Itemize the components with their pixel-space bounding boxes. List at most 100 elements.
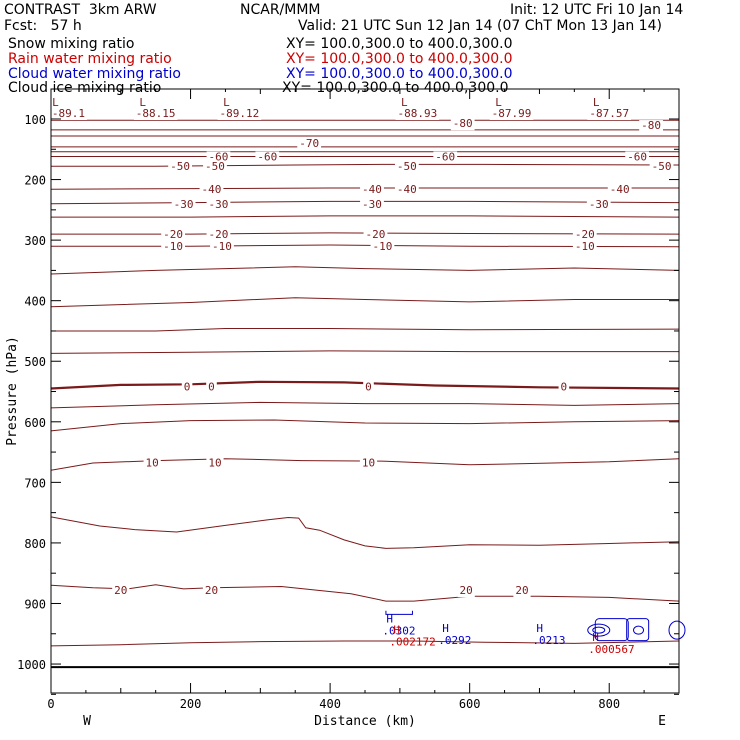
isotherm-line-11 [51,244,680,248]
isotherm-line-18 [50,419,680,432]
isotherm-label-10-1: 10 [208,456,221,469]
x-tick-label-0: 0 [47,697,54,711]
isotherm-label--20-0: -20 [163,228,183,241]
minimum-label-4: -87.99 [492,107,532,120]
minimum-label-4-bg [489,108,534,120]
x-tick-label-4: 800 [598,697,620,711]
valid-time: Valid: 21 UTC Sun 12 Jan 14 (07 ChT Mon … [298,18,662,34]
isotherm-line-6 [51,163,680,167]
minimum-label-5: -87.57 [589,107,629,120]
isotherm-label-0-2-bg [363,381,374,394]
title-center: NCAR/MMM [240,2,321,18]
isotherm-label--40-3: -40 [610,183,630,196]
minimum-label-1: -88.15 [136,107,176,120]
minimum-marker-2: L [223,96,230,109]
isotherm-line-21 [50,584,680,602]
isotherm-line-8 [50,200,680,205]
upper-label-0-bg [450,118,475,131]
isotherm-label--30-1: -30 [209,198,229,211]
isotherm-line-10 [51,232,680,235]
x-end-label-west: W [83,714,91,729]
y-tick-label-1: 200 [24,174,46,188]
isotherm-label-20-3-bg [513,585,531,598]
y-tick-label-2: 300 [24,234,46,248]
isotherm-label-20-1-bg [202,585,221,598]
cloud-contour-4 [633,625,645,635]
isotherm-label-20-0-bg [112,585,130,598]
isotherm-label--10-0: -10 [163,240,183,253]
minimum-marker-3: L [401,96,408,109]
isotherm-label--10-0-bg [161,241,186,254]
isotherm-label-0-0: 0 [184,381,191,394]
isotherm-label--20-0-bg [161,229,186,242]
y-tick-label-0: 100 [24,113,46,127]
isotherm-line-9 [51,215,680,218]
isotherm-line-13 [50,297,679,308]
isotherm-label--40-1: -40 [362,183,382,196]
isotherm-label--50-1-bg [203,161,227,174]
isotherm-label--20-3: -20 [575,228,595,241]
isotherm-line-17 [50,401,680,409]
maximum-value-1: .002172 [389,636,435,649]
isotherm-label--10-1-bg [210,241,234,254]
isotherm-label--50-0: -50 [170,160,190,173]
isotherm-line-19 [50,458,680,471]
isotherm-label-20-0: 20 [114,584,127,597]
isotherm-label--60-3: -60 [627,151,647,164]
field-xy-snow: XY= 100.0,300.0 to 400.0,300.0 [286,36,513,52]
isotherm-label--60-2: -60 [435,151,455,164]
isotherm-line-12 [50,266,680,275]
isotherm-label-10-2-bg [359,457,378,470]
x-tick-label-1: 200 [180,697,202,711]
isotherm-label--50-3-bg [649,161,674,174]
isotherm-line-7 [50,187,679,190]
upper-label-2: -70 [299,137,319,150]
isotherm-label--40-1-bg [360,184,384,197]
y-tick-label-7: 800 [24,537,46,551]
isotherm-label-0-1: 0 [208,381,215,394]
y-axis-label: Pressure (hPa) [5,336,20,446]
minimum-label-3: -88.93 [397,107,437,120]
maximum-value-2: .0292 [438,634,471,647]
init-time: Init: 12 UTC Fri 10 Jan 14 [510,2,684,18]
isotherm-label-20-3: 20 [515,584,528,597]
isotherm-label--10-1: -10 [212,240,232,253]
minimum-marker-1: L [139,96,146,109]
isotherm-label--50-3: -50 [652,160,672,173]
isotherm-label--50-2: -50 [397,160,417,173]
field-name-cloud-ice: Cloud ice mixing ratio [8,80,162,96]
y-tick-label-8: 900 [24,597,46,611]
isotherm-line-14 [51,328,680,332]
upper-label-0: -80 [453,117,473,130]
isotherm-label--40-0-bg [199,184,224,197]
isotherm-label--60-1: -60 [257,151,277,164]
isotherm-label--60-1-bg [255,151,280,164]
cloud-contour-6 [385,610,413,615]
isotherm-label--30-0-bg [171,198,196,211]
isotherm-label-20-2-bg [457,585,475,598]
maximum-marker-3: H [536,622,543,635]
y-tick-label-5: 600 [24,416,46,430]
isotherm-label-10-1-bg [206,457,224,470]
minimum-label-2-bg [217,108,262,120]
isotherm-label-0-1-bg [206,381,217,394]
maximum-marker-1: H [393,624,400,637]
maximum-marker-2: H [442,622,449,635]
isotherm-label--60-0: -60 [209,151,229,164]
isotherm-label--50-2-bg [394,161,419,174]
isotherm-label--20-1-bg [206,229,231,242]
isotherm-label--30-3: -30 [589,198,609,211]
isotherm-label--60-0-bg [206,151,231,164]
isotherm-label--10-3-bg [572,241,597,254]
isotherm-line-15 [50,350,679,354]
isotherm-label--60-3-bg [625,151,650,164]
field-name-snow: Snow mixing ratio [8,36,135,52]
isotherm-label--40-0: -40 [202,183,222,196]
cloud-contour-3 [626,618,650,642]
minimum-label-5-bg [587,108,632,120]
field-xy-cloud-ice: XY= 100.0,300.0 to 400.0,300.0 [282,80,509,96]
minimum-label-2: -89.12 [220,107,260,120]
isotherm-line-20 [50,516,680,549]
minimum-label-3-bg [395,108,440,120]
cloud-contour-5 [668,620,686,640]
